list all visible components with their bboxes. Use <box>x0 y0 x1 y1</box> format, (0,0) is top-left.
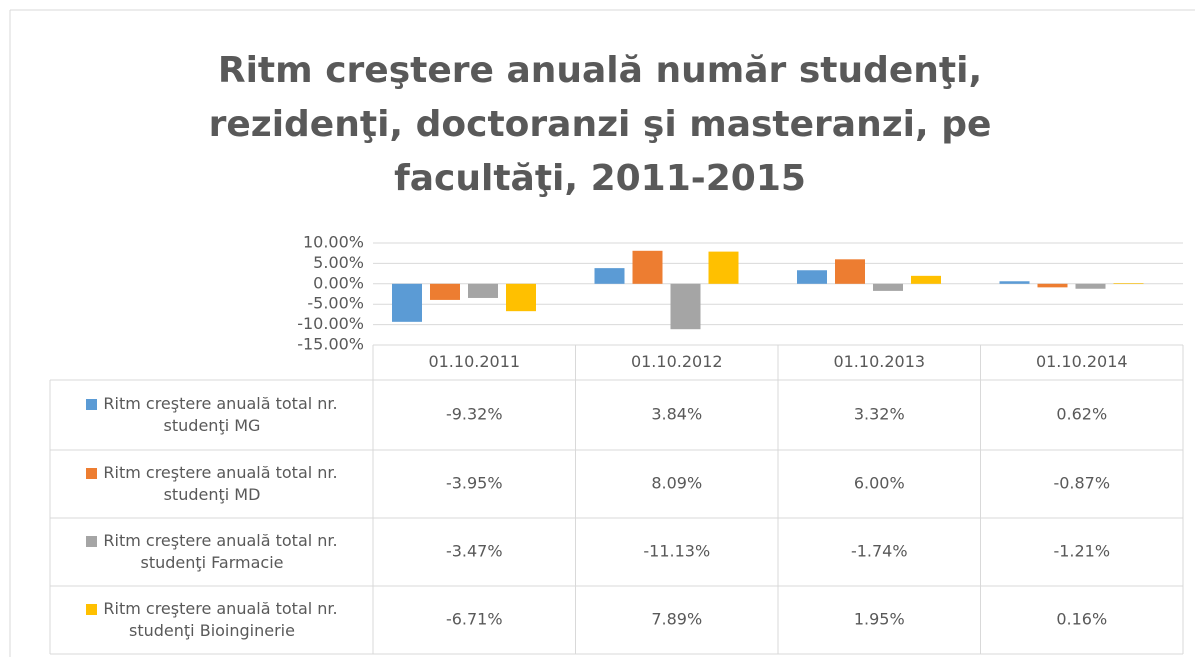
bar <box>1037 283 1068 288</box>
bar <box>506 283 536 312</box>
legend-swatch <box>86 604 98 615</box>
table-value: 3.84% <box>651 405 702 424</box>
legend-entry: Ritm creştere anuală total nr. studenţi … <box>56 518 368 586</box>
legend-cell: Ritm creştere anuală total nr. studenţi … <box>56 530 368 574</box>
bar <box>708 251 739 284</box>
bar <box>873 283 903 291</box>
bar <box>1113 283 1144 284</box>
table-value: -6.71% <box>446 610 503 629</box>
legend-swatch <box>86 536 98 547</box>
table-value: 0.62% <box>1056 405 1107 424</box>
y-tick-label: 10.00% <box>303 233 364 252</box>
bar <box>1075 283 1106 289</box>
bar <box>797 270 827 284</box>
chart-title: Ritm creştere anuală număr studenţi, rez… <box>208 50 992 199</box>
bar <box>392 283 422 322</box>
table-value: 3.32% <box>854 405 905 424</box>
table-value: 8.09% <box>651 474 702 493</box>
legend-cell: Ritm creştere anuală total nr. studenţi … <box>56 462 368 506</box>
table-value: -1.74% <box>851 542 908 561</box>
y-tick-label: -10.00% <box>297 314 364 333</box>
bar <box>999 281 1030 284</box>
y-tick-label: 0.00% <box>313 273 364 292</box>
table-value: -1.21% <box>1053 542 1110 561</box>
y-tick-label: 5.00% <box>313 253 364 272</box>
table-value: -3.47% <box>446 542 503 561</box>
legend-swatch <box>86 399 98 410</box>
table-value: -0.87% <box>1053 474 1110 493</box>
legend-cell: Ritm creştere anuală total nr. studenţi … <box>56 393 368 437</box>
table-value: 6.00% <box>854 474 905 493</box>
bar <box>911 275 941 284</box>
legend-entry: Ritm creştere anuală total nr. studenţi … <box>56 586 368 654</box>
bar <box>594 268 625 284</box>
table-value: -9.32% <box>446 405 503 424</box>
table-value: 1.95% <box>854 610 905 629</box>
legend-label: Ritm creştere anuală total nr. studenţi … <box>103 599 338 640</box>
x-tick-label: 01.10.2011 <box>428 352 520 371</box>
legend-cell: Ritm creştere anuală total nr. studenţi … <box>56 598 368 642</box>
bar <box>430 283 460 300</box>
x-tick-label: 01.10.2013 <box>833 352 925 371</box>
legend-swatch <box>86 468 98 479</box>
bar <box>632 250 663 284</box>
bar <box>670 283 701 330</box>
legend-label: Ritm creştere anuală total nr. studenţi … <box>103 394 338 435</box>
legend-label: Ritm creştere anuală total nr. studenţi … <box>103 463 338 504</box>
table-value: -3.95% <box>446 474 503 493</box>
y-tick-label: -5.00% <box>307 294 364 313</box>
x-tick-label: 01.10.2012 <box>631 352 723 371</box>
bar <box>468 283 498 298</box>
table-value: 0.16% <box>1056 610 1107 629</box>
x-tick-label: 01.10.2014 <box>1036 352 1128 371</box>
y-tick-label: -15.00% <box>297 335 364 354</box>
legend-entry: Ritm creştere anuală total nr. studenţi … <box>56 450 368 518</box>
table-value: -11.13% <box>643 542 710 561</box>
table-value: 7.89% <box>651 610 702 629</box>
bar <box>835 259 865 284</box>
legend-label: Ritm creştere anuală total nr. studenţi … <box>103 531 338 572</box>
legend-entry: Ritm creştere anuală total nr. studenţi … <box>56 380 368 450</box>
